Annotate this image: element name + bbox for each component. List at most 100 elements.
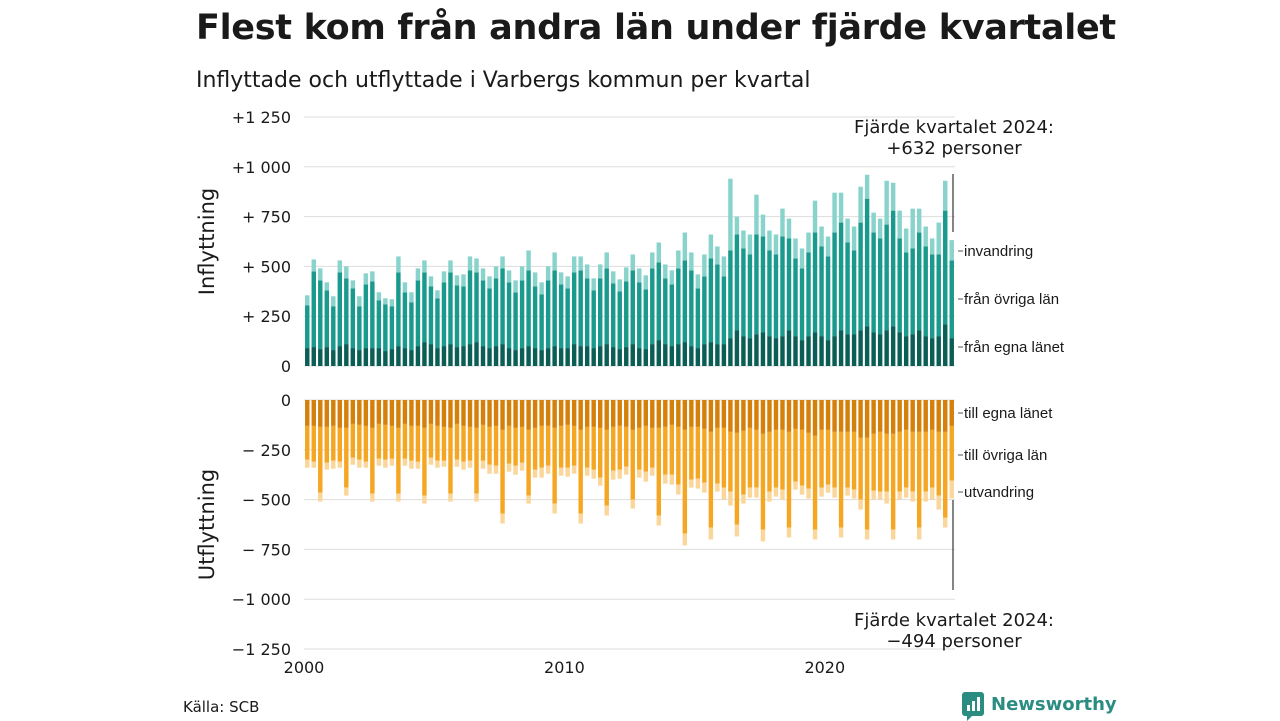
bar-out-1 xyxy=(461,425,466,462)
bar-out-1 xyxy=(624,426,629,467)
bar-in-0 xyxy=(643,349,648,366)
bar-in-1 xyxy=(910,248,915,335)
bar-in-1 xyxy=(337,272,343,347)
bar-out-0 xyxy=(890,400,896,434)
bar-in-0 xyxy=(461,346,466,366)
bar-in-1 xyxy=(949,260,954,339)
bar-out-2 xyxy=(318,492,323,502)
bar-out-0 xyxy=(702,400,707,429)
bar-out-1 xyxy=(591,426,596,470)
bar-out-2 xyxy=(669,474,675,485)
series-label: till övriga län xyxy=(964,447,1047,464)
bar-in-2 xyxy=(897,210,902,239)
bar-in-1 xyxy=(428,286,434,345)
bar-in-2 xyxy=(793,238,798,259)
bar-in-0 xyxy=(311,347,316,366)
bar-out-0 xyxy=(832,400,837,432)
bar-out-0 xyxy=(565,400,570,425)
bar-in-1 xyxy=(597,278,603,347)
bar-out-0 xyxy=(571,400,577,426)
bar-out-1 xyxy=(708,431,714,528)
bar-in-2 xyxy=(832,192,837,233)
bar-out-2 xyxy=(767,491,772,502)
bar-in-1 xyxy=(676,268,681,345)
bar-in-1 xyxy=(936,254,941,337)
bar-in-1 xyxy=(650,268,655,345)
bar-in-2 xyxy=(838,192,844,223)
bar-in-1 xyxy=(493,278,499,347)
bar-in-2 xyxy=(650,252,655,269)
bar-in-0 xyxy=(734,330,740,366)
bar-in-0 xyxy=(389,349,395,366)
bar-in-2 xyxy=(708,234,714,259)
bar-in-2 xyxy=(324,282,329,291)
bar-in-0 xyxy=(545,348,551,366)
bar-in-1 xyxy=(728,250,733,339)
bar-out-0 xyxy=(728,400,733,432)
bar-in-1 xyxy=(409,302,414,351)
bar-out-0 xyxy=(584,400,590,427)
bar-in-0 xyxy=(897,332,902,366)
bar-out-0 xyxy=(357,400,362,425)
bar-in-1 xyxy=(350,288,356,349)
bar-out-0 xyxy=(637,400,642,428)
bar-out-1 xyxy=(728,431,733,492)
bar-in-0 xyxy=(890,326,896,366)
x-tick-label: 2010 xyxy=(544,658,585,677)
bar-in-1 xyxy=(708,258,714,343)
bar-in-0 xyxy=(454,347,460,366)
bar-in-2 xyxy=(812,200,818,233)
bar-out-0 xyxy=(415,400,421,426)
bar-in-1 xyxy=(545,280,551,349)
bar-out-2 xyxy=(370,493,375,502)
bar-in-1 xyxy=(916,232,922,331)
bar-in-0 xyxy=(324,347,329,366)
bar-in-2 xyxy=(734,216,740,235)
bar-out-1 xyxy=(702,428,707,483)
bar-out-1 xyxy=(422,427,427,496)
bar-in-1 xyxy=(682,260,688,343)
bar-in-0 xyxy=(767,336,772,366)
bar-out-1 xyxy=(617,425,622,470)
bar-out-1 xyxy=(806,432,811,489)
bar-out-0 xyxy=(754,400,759,430)
bar-in-1 xyxy=(539,294,544,351)
series-labels: Fjärde kvartalet 2024:+632 personerFjärd… xyxy=(854,117,1065,652)
bar-in-2 xyxy=(311,259,316,272)
bar-in-1 xyxy=(558,284,564,349)
bar-in-1 xyxy=(845,242,850,335)
bar-in-0 xyxy=(773,338,779,366)
bar-out-2 xyxy=(943,517,948,528)
y-tick-label: +1 250 xyxy=(232,108,291,127)
bar-in-1 xyxy=(591,290,596,349)
bar-out-0 xyxy=(617,400,622,426)
bar-in-2 xyxy=(571,256,577,273)
bar-out-2 xyxy=(422,495,427,504)
bar-in-0 xyxy=(474,342,479,366)
bar-out-0 xyxy=(689,400,694,427)
bar-in-2 xyxy=(357,296,362,307)
bar-in-2 xyxy=(884,180,889,225)
series-label: utvandring xyxy=(964,484,1034,501)
chart-subtitle: Inflyttade och utflyttade i Varbergs kom… xyxy=(196,68,811,93)
bar-in-0 xyxy=(832,336,837,366)
bar-in-1 xyxy=(637,282,642,349)
bar-in-2 xyxy=(669,270,675,285)
bar-in-1 xyxy=(630,270,635,345)
bar-out-0 xyxy=(578,400,583,430)
annotation-text: −494 personer xyxy=(886,631,1022,652)
bar-in-2 xyxy=(819,226,824,247)
bar-out-0 xyxy=(519,400,525,427)
bar-out-2 xyxy=(441,460,447,467)
bar-in-0 xyxy=(337,346,343,366)
bar-in-0 xyxy=(702,344,707,366)
bar-in-0 xyxy=(943,324,948,366)
bar-out-1 xyxy=(526,429,531,496)
bar-in-0 xyxy=(851,334,857,366)
bar-out-1 xyxy=(832,431,837,488)
bar-in-2 xyxy=(611,271,616,284)
bar-in-2 xyxy=(552,252,557,271)
bar-in-2 xyxy=(513,280,518,293)
bar-in-1 xyxy=(923,246,928,337)
bar-out-2 xyxy=(324,462,329,470)
